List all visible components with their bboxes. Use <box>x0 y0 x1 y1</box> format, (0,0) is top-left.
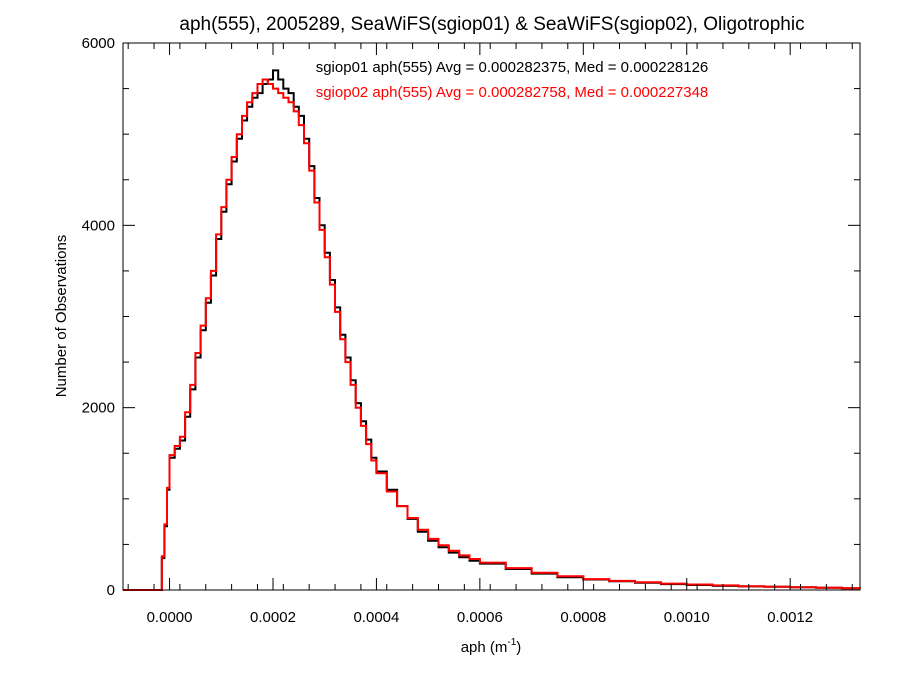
x-axis-label: aph (m-1) <box>461 637 522 656</box>
series-line-sgiop02 <box>123 78 861 591</box>
x-tick-label: 0.0008 <box>560 609 606 626</box>
y-tick-label: 2000 <box>82 400 115 417</box>
x-axis-label-sup: -1 <box>507 637 516 648</box>
series-line-sgiop01 <box>123 69 861 591</box>
y-tick-label: 4000 <box>82 217 115 234</box>
x-axis-label-main: aph (m <box>461 639 508 656</box>
chart-title: aph(555), 2005289, SeaWiFS(sgiop01) & Se… <box>179 14 804 35</box>
x-axis-label-close: ) <box>516 639 521 656</box>
y-axis-ticks: 0 2000 4000 6000 <box>82 35 860 599</box>
x-tick-label: 0.0012 <box>767 609 813 626</box>
y-axis-label: Number of Observations <box>53 235 70 398</box>
series-layer <box>123 69 861 591</box>
x-tick-label: 0.0000 <box>147 609 193 626</box>
x-tick-label: 0.0006 <box>457 609 503 626</box>
sgiop01-annotation: sgiop01 aph(555) Avg = 0.000282375, Med … <box>316 59 709 76</box>
sgiop02-annotation: sgiop02 aph(555) Avg = 0.000282758, Med … <box>316 84 709 101</box>
y-tick-label: 0 <box>107 582 115 599</box>
plot-frame <box>122 42 861 591</box>
x-tick-label: 0.0004 <box>353 609 399 626</box>
x-tick-label: 0.0010 <box>664 609 710 626</box>
x-tick-label: 0.0002 <box>250 609 296 626</box>
y-tick-label: 6000 <box>82 35 115 52</box>
x-axis-ticks: 0.0000 0.0002 0.0004 0.0006 0.0008 0.0010 0.00… <box>127 43 853 626</box>
